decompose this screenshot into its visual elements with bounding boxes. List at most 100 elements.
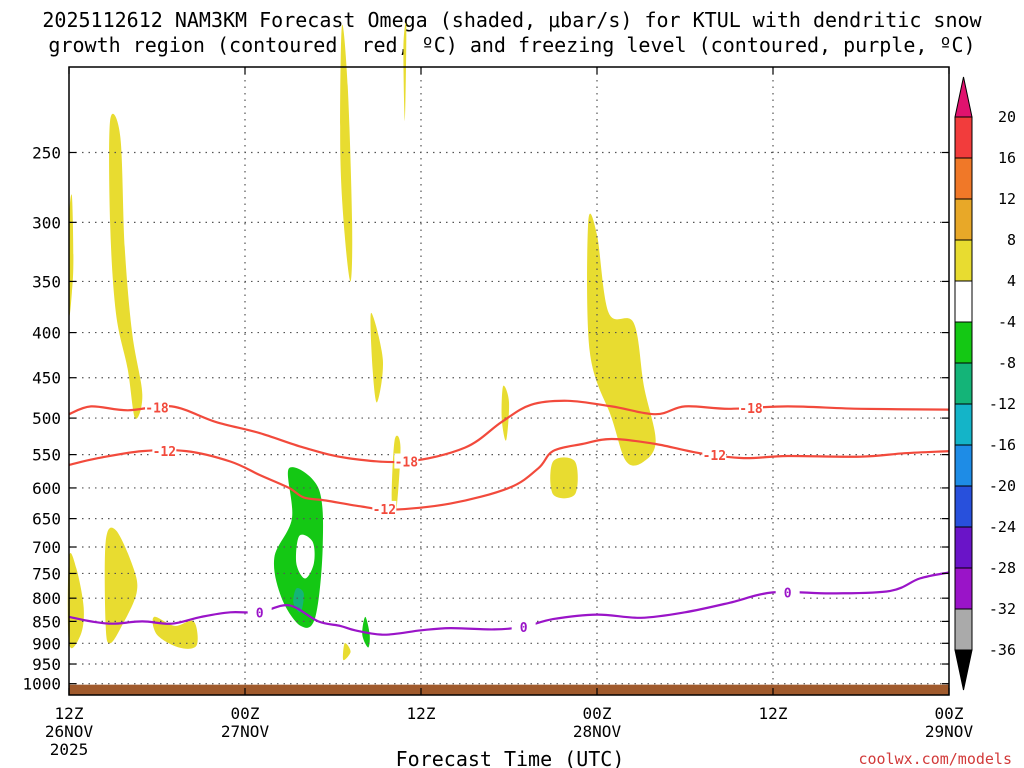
omega-region-1 [109, 113, 143, 419]
y-tick-label-450: 450 [32, 369, 61, 388]
dgz-lower-label-bg-1 [372, 500, 397, 516]
y-axis: 250 300 350 400 450 500 550 600 650 700 750 800 850 9… [22, 143, 949, 694]
dgz-upper-label-bg-0 [145, 399, 169, 415]
colorbar-box-10 [954, 526, 973, 569]
x-axis-label: Forecast Time (UTC) [396, 747, 625, 768]
colorbar-label-9: -20 [989, 477, 1016, 495]
colorbar-label-1: 16 [998, 149, 1016, 167]
omega-region-12 [342, 643, 351, 661]
y-tick-label-800: 800 [32, 589, 61, 608]
colorbar-label-8: -16 [989, 436, 1016, 454]
omega-region-10 [587, 213, 656, 466]
colorbar-label-11: -28 [989, 559, 1016, 577]
colorbar-box-5 [954, 321, 973, 364]
colorbar-label-13: -36 [989, 641, 1016, 659]
x-tick-label-0-2: 26NOV [45, 722, 94, 741]
colorbar-box-11 [954, 567, 973, 610]
freezing-level-label-bg-1 [511, 618, 536, 634]
dgz-lower-label-0: -12 [153, 445, 176, 460]
colorbar-box-4 [954, 280, 973, 323]
omega-region-15 [293, 588, 304, 613]
y-tick-label-350: 350 [32, 272, 61, 291]
x-tick-label-36-2: 28NOV [573, 722, 622, 741]
y-tick-label-700: 700 [32, 538, 61, 557]
dgz-upper-label-1: -18 [395, 456, 419, 471]
omega-region-16 [296, 534, 315, 579]
omega-region-6 [370, 312, 384, 403]
y-tick-label-900: 900 [32, 634, 61, 653]
colorbar-label-5: -4 [998, 313, 1016, 331]
colorbar-box-9 [954, 485, 973, 528]
omega-region-2 [67, 552, 84, 649]
colorbar-label-6: -8 [998, 354, 1016, 372]
colorbar-box-0 [954, 116, 973, 159]
colorbar-bottom-arrow [954, 649, 973, 691]
omega-region-3 [104, 527, 138, 644]
colorbar-box-6 [954, 362, 973, 405]
x-tick-label-24-1: 12Z [407, 704, 436, 723]
x-tick-label-0-1: 12Z [55, 704, 84, 723]
y-tick-label-950: 950 [32, 655, 61, 674]
colorbar-box-12 [954, 608, 973, 651]
dgz-lower-label-1: -12 [373, 503, 396, 518]
freezing-level-label-bg-2 [775, 584, 800, 600]
chart-title-line2: growth region (contoured, red, ºC) and f… [48, 33, 975, 57]
colorbar-box-8 [954, 444, 973, 487]
omega-region-7 [403, 22, 407, 121]
colorbar-label-4: 4 [1007, 272, 1016, 290]
y-tick-label-550: 550 [32, 446, 61, 465]
freezing-level-label-bg-0 [247, 604, 272, 620]
x-tick-label-48-1: 12Z [759, 704, 788, 723]
omega-region-9 [501, 385, 510, 441]
colorbar-top-arrow [954, 76, 973, 118]
y-tick-label-1000: 1000 [22, 675, 61, 694]
x-tick-label-0-3: 2025 [50, 740, 89, 759]
dgz-upper-label-2: -18 [739, 402, 763, 417]
y-tick-label-400: 400 [32, 324, 61, 343]
x-tick-label-12-1: 00Z [231, 704, 260, 723]
colorbar-label-7: -12 [989, 395, 1016, 413]
x-tick-label-36-1: 00Z [583, 704, 612, 723]
dgz-lower-line [68, 437, 950, 511]
dgz-upper-label-bg-1 [394, 453, 419, 469]
freezing-level-label-2: 0 [784, 587, 792, 602]
grid-layer [69, 67, 949, 695]
freezing-level-label-0: 0 [256, 606, 264, 621]
x-tick-label-60-2: 29NOV [925, 722, 974, 741]
dgz-upper-label-0: -18 [145, 402, 169, 417]
ground-surface [69, 684, 949, 695]
omega-region-5 [340, 24, 353, 282]
dgz-lower-label-bg-0 [152, 443, 177, 459]
y-tick-label-300: 300 [32, 213, 61, 232]
y-tick-label-750: 750 [32, 564, 61, 583]
colorbar-label-10: -24 [989, 518, 1016, 536]
dgz-lower-label-bg-2 [702, 446, 727, 462]
omega-shading-layer [67, 22, 656, 661]
credit-text: coolwx.com/models [858, 750, 1012, 768]
y-tick-label-650: 650 [32, 510, 61, 529]
colorbar-box-3 [954, 239, 973, 282]
chart-title-line1: 2025112612 NAM3KM Forecast Omega (shaded… [42, 8, 982, 32]
freezing-level-line [68, 571, 950, 636]
dgz-upper-label-bg-2 [739, 399, 763, 415]
x-tick-label-12-2: 27NOV [221, 722, 270, 741]
y-tick-label-850: 850 [32, 612, 61, 631]
omega-region-11 [550, 457, 578, 499]
colorbar-label-2: 12 [998, 190, 1016, 208]
freezing-level-label-1: 0 [520, 621, 528, 636]
y-tick-label-250: 250 [32, 143, 61, 162]
colorbar-box-2 [954, 198, 973, 241]
y-tick-label-600: 600 [32, 479, 61, 498]
dgz-lower-label-2: -12 [703, 449, 726, 464]
colorbar-label-12: -32 [989, 600, 1016, 618]
contour-layer: -18 -18 -18 -12 -12 -12 0 0 0 [68, 399, 950, 636]
omega-region-0 [68, 194, 74, 317]
colorbar-box-1 [954, 157, 973, 200]
x-tick-label-60-1: 00Z [935, 704, 964, 723]
colorbar-label-3: 8 [1007, 231, 1016, 249]
plot-frame [68, 66, 950, 696]
colorbar: 20 16 12 8 4 -4 -8 -12 -16 -20 -24 -28 -32 -36 [954, 76, 1016, 691]
y-tick-label-500: 500 [32, 409, 61, 428]
